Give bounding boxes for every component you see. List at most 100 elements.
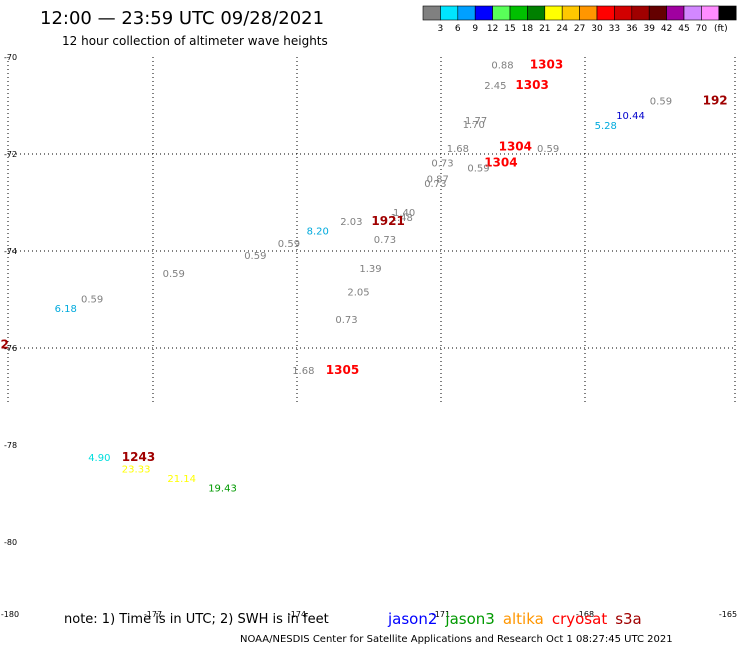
color-scale-label: 3 bbox=[438, 24, 444, 34]
time-label: 192 bbox=[703, 94, 728, 108]
wave-height-label: 19.43 bbox=[208, 484, 237, 495]
wave-height-label: 5.28 bbox=[595, 121, 617, 132]
wave-height-label: 1.77 bbox=[465, 116, 487, 127]
longitude-label: -177 bbox=[144, 610, 162, 619]
color-swatch bbox=[666, 5, 685, 21]
wave-height-label: 1.48 bbox=[391, 213, 413, 224]
time-label: 1305 bbox=[326, 363, 359, 377]
color-scale-legend: 3 6 9 12 15 18 21 24 27 30 33 36 39 42 45 70 (ft) bbox=[422, 5, 737, 34]
longitude-label: -165 bbox=[719, 610, 737, 619]
wave-height-label: 0.73 bbox=[374, 235, 396, 246]
color-swatch bbox=[596, 5, 615, 21]
color-swatch bbox=[492, 5, 511, 21]
footer-note: note: 1) Time is in UTC; 2) SWH is in fe… bbox=[64, 612, 329, 627]
longitude-label: -168 bbox=[576, 610, 594, 619]
page-title: 12:00 — 23:59 UTC 09/28/2021 bbox=[40, 8, 325, 29]
latitude-label: -74 bbox=[4, 247, 17, 256]
color-swatch bbox=[701, 5, 720, 21]
longitude-label: -180 bbox=[1, 610, 19, 619]
wave-height-label: 0.73 bbox=[335, 315, 357, 326]
time-label: 1304 bbox=[499, 140, 532, 154]
wave-height-label: 23.33 bbox=[122, 464, 151, 475]
wave-height-label: 1.68 bbox=[447, 144, 469, 155]
color-scale-label: 24 bbox=[556, 24, 568, 34]
time-label: 1922 bbox=[0, 338, 9, 352]
color-scale-label: 21 bbox=[539, 24, 550, 34]
color-scale-label: 30 bbox=[591, 24, 603, 34]
wave-height-label: 2.05 bbox=[347, 287, 369, 298]
wave-height-label: 0.59 bbox=[244, 251, 266, 262]
wave-height-label: 4.90 bbox=[88, 453, 110, 464]
time-label: 1303 bbox=[515, 78, 548, 92]
color-scale-label: 45 bbox=[678, 24, 689, 34]
wave-height-label: 1.70 bbox=[463, 120, 485, 131]
latitude-label: -72 bbox=[4, 150, 17, 159]
color-swatch bbox=[579, 5, 598, 21]
color-swatch bbox=[614, 5, 633, 21]
time-label: 1921 bbox=[371, 214, 404, 228]
wave-height-label: 1.39 bbox=[359, 264, 381, 275]
latitude-label: -78 bbox=[4, 441, 17, 450]
color-scale-label: 70 bbox=[696, 24, 708, 34]
wave-height-label: 0.59 bbox=[537, 144, 559, 155]
wave-height-label: 21.14 bbox=[167, 474, 196, 485]
color-swatch bbox=[544, 5, 563, 21]
color-scale-label: 6 bbox=[455, 24, 461, 34]
wave-height-label: 6.18 bbox=[55, 304, 77, 315]
mission-jason2: jason2 bbox=[388, 610, 438, 628]
wave-height-label: 10.44 bbox=[616, 111, 645, 122]
latitude-label: -80 bbox=[4, 538, 17, 547]
wave-height-label: 0.87 bbox=[427, 174, 449, 185]
wave-height-label: 1.40 bbox=[393, 208, 415, 219]
wave-height-label: 0.59 bbox=[278, 239, 300, 250]
wave-height-label: 1.68 bbox=[292, 366, 314, 377]
longitude-label: -174 bbox=[288, 610, 306, 619]
wave-height-label: 0.88 bbox=[491, 60, 513, 71]
color-scale-label: 27 bbox=[574, 24, 585, 34]
color-scale-label: 12 bbox=[487, 24, 498, 34]
mission-s3a: s3a bbox=[615, 610, 642, 628]
wave-height-label: 2.45 bbox=[484, 81, 506, 92]
mission-legend: jason2 jason3 altika cryosat s3a bbox=[388, 609, 650, 628]
latitude-labels: -70 -72 -74 -76 -78 -80 bbox=[4, 53, 17, 547]
color-scale-label: 9 bbox=[472, 24, 478, 34]
wave-height-label: 0.59 bbox=[81, 295, 103, 306]
color-swatch bbox=[474, 5, 493, 21]
mission-jason3: jason3 bbox=[445, 610, 495, 628]
color-scale-label: 33 bbox=[609, 24, 620, 34]
color-swatch bbox=[561, 5, 580, 21]
latitude-label: -70 bbox=[4, 53, 17, 62]
graticule bbox=[7, 57, 736, 405]
color-swatch bbox=[683, 5, 702, 21]
page-subtitle: 12 hour collection of altimeter wave hei… bbox=[62, 34, 328, 48]
color-scale-label: 15 bbox=[504, 24, 515, 34]
wave-height-label: 0.59 bbox=[467, 164, 489, 175]
wave-height-label: 2.03 bbox=[340, 217, 362, 228]
time-label: 1304 bbox=[484, 156, 517, 170]
credit-line: NOAA/NESDIS Center for Satellite Applica… bbox=[240, 634, 673, 645]
color-scale-label: 39 bbox=[643, 24, 655, 34]
color-swatch bbox=[527, 5, 546, 21]
time-label: 1243 bbox=[122, 450, 155, 464]
color-scale-unit: (ft) bbox=[714, 24, 728, 34]
color-swatch bbox=[422, 5, 441, 21]
color-scale-label: 42 bbox=[661, 24, 672, 34]
wave-height-label: 8.20 bbox=[307, 227, 329, 238]
wave-height-label: 0.73 bbox=[431, 159, 453, 170]
color-swatch bbox=[457, 5, 476, 21]
color-swatch bbox=[440, 5, 459, 21]
wave-height-label: 0.59 bbox=[163, 269, 185, 280]
latitude-label: -76 bbox=[4, 344, 17, 353]
longitude-label: -171 bbox=[432, 610, 450, 619]
color-scale-label: 36 bbox=[626, 24, 638, 34]
mission-cryosat: cryosat bbox=[551, 610, 608, 628]
color-swatch bbox=[509, 5, 528, 21]
color-swatch bbox=[718, 5, 737, 21]
longitude-labels: -180 -177 -174 -171 -168 -165 bbox=[1, 610, 737, 619]
time-label: 1303 bbox=[530, 57, 563, 71]
color-swatch bbox=[648, 5, 667, 21]
color-swatch bbox=[631, 5, 650, 21]
wave-height-label: 0.73 bbox=[424, 179, 446, 190]
